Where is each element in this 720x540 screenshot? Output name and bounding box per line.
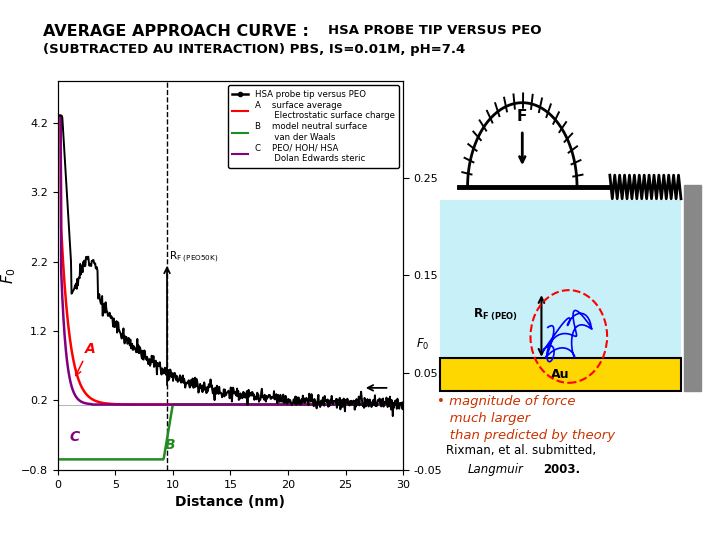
Text: HSA PROBE TIP VERSUS PEO: HSA PROBE TIP VERSUS PEO <box>328 24 541 37</box>
Text: (SUBTRACTED AU INTERACTION) PBS, IS=0.01M, pH=7.4: (SUBTRACTED AU INTERACTION) PBS, IS=0.01… <box>43 43 465 56</box>
Text: A: A <box>85 342 96 356</box>
Text: R$_{\mathregular{F\ (PEO50K)}}$: R$_{\mathregular{F\ (PEO50K)}}$ <box>169 250 219 266</box>
Text: • magnitude of force
   much larger
   than predicted by theory: • magnitude of force much larger than pr… <box>438 395 616 442</box>
Text: R$_{\mathregular{F\ (PEO)}}$: R$_{\mathregular{F\ (PEO)}}$ <box>473 306 518 322</box>
Text: B: B <box>165 438 176 452</box>
Bar <box>440 200 681 360</box>
Legend: HSA probe tip versus PEO, A    surface average
       Electrostatic surface char: HSA probe tip versus PEO, A surface aver… <box>228 85 399 167</box>
Text: F: F <box>517 109 528 124</box>
Text: C: C <box>69 430 79 444</box>
Bar <box>440 357 681 391</box>
Text: AVERAGE APPROACH CURVE :: AVERAGE APPROACH CURVE : <box>43 24 315 39</box>
Y-axis label: F$_0$: F$_0$ <box>0 267 18 284</box>
X-axis label: Distance (nm): Distance (nm) <box>176 495 285 509</box>
Bar <box>684 185 701 391</box>
Text: Langmuir: Langmuir <box>467 463 523 476</box>
Text: F$_0$: F$_0$ <box>415 338 429 353</box>
Text: Rixman, et al. submitted,: Rixman, et al. submitted, <box>446 444 596 457</box>
Text: Au: Au <box>552 368 570 381</box>
Text: 2003.: 2003. <box>543 463 580 476</box>
